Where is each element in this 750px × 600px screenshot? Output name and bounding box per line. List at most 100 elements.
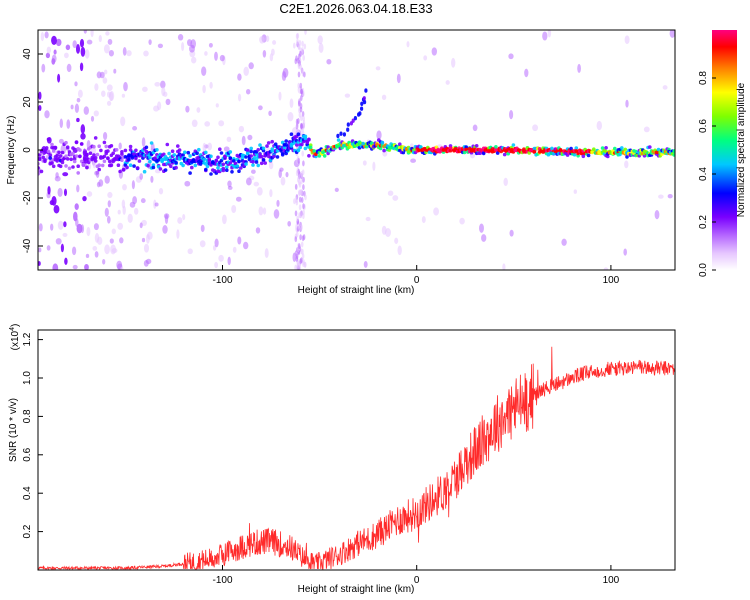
spectrogram-cell: [302, 184, 305, 191]
spectrogram-cell: [50, 161, 54, 165]
spectrogram-cell: [225, 165, 229, 169]
spectrogram-cell: [299, 82, 303, 89]
spectrogram-cell: [382, 148, 386, 153]
spectrogram-cell: [116, 163, 121, 167]
spectrogram-cell: [187, 39, 192, 47]
spectrogram-cell: [293, 198, 296, 205]
spectrogram-cell: [302, 120, 306, 126]
spectrogram-cell: [107, 215, 111, 224]
spectrogram-cell: [204, 150, 208, 155]
spectrogram-cell: [58, 164, 63, 169]
spectrogram-cell: [244, 155, 248, 159]
spectrogram-cell: [134, 156, 138, 161]
spectrogram-cell: [109, 90, 115, 101]
spectrogram-cell: [244, 162, 248, 166]
spectrogram-cell: [78, 154, 82, 159]
spectrogram-cell: [47, 185, 51, 195]
spectrogram-cell: [209, 172, 213, 176]
colorbar: 0.0 0.2 0.4 0.6 0.8 Normalized spectral ampl…: [698, 30, 747, 277]
spectrogram-cell: [302, 54, 306, 61]
spectrogram-cell: [90, 30, 94, 38]
spectrogram-cell: [301, 150, 305, 157]
spectrogram-cell: [239, 166, 243, 170]
spectrogram-cell: [60, 160, 65, 165]
spectrogram-cell: [106, 84, 113, 91]
spectrogram-cell: [74, 103, 80, 114]
spectrogram-cell: [433, 207, 440, 216]
spectrogram-cell: [297, 63, 301, 70]
spectrogram-cell: [494, 145, 498, 149]
spectrogram-cell: [54, 175, 61, 182]
spectrogram-cell: [561, 238, 567, 246]
spectrogram-cell: [62, 172, 69, 177]
spectrogram-cell: [184, 180, 191, 187]
spectrogram-cell: [65, 44, 71, 51]
spectrogram-cell: [503, 177, 508, 187]
spectrogram-cell: [216, 155, 220, 160]
spectrogram-cell: [65, 157, 70, 161]
spectrogram-cell: [334, 187, 339, 193]
spectrogram-cell: [57, 187, 63, 197]
snr-frame: [37, 329, 676, 571]
spectrogram-cell: [298, 111, 302, 118]
spectrogram-cell: [672, 149, 675, 154]
spectrogram-cell: [303, 146, 308, 151]
spectrogram-cell: [38, 156, 42, 161]
spectrogram-cell: [72, 159, 77, 164]
spectrogram-cell: [385, 228, 391, 237]
spectrogram-cell: [71, 246, 77, 256]
spectrogram-cell: [423, 55, 428, 61]
spectrogram-cell: [656, 147, 661, 152]
spectrogram-cell: [146, 163, 150, 168]
snr-series-line: [38, 346, 675, 570]
spectrogram-cell: [297, 44, 301, 50]
spectrogram-cell: [153, 156, 157, 160]
spectrogram-cell: [261, 158, 266, 162]
spectrogram-cell: [592, 147, 596, 151]
spectrogram-cell: [624, 160, 629, 169]
spectrogram-cell: [581, 154, 586, 159]
spectrogram-cell: [294, 58, 298, 65]
spectrogram-y-label: Frequency (Hz): [6, 116, 17, 185]
spectrogram-cell: [258, 143, 262, 147]
spectrogram-panel: -100 0 100 -40 -20 0 20 40 Height of straight …: [6, 29, 676, 296]
spectrogram-cell: [270, 139, 275, 144]
spectrogram-cell: [300, 241, 304, 248]
spectrogram-cell: [71, 151, 75, 156]
spectrogram-cell: [120, 150, 124, 154]
spectrogram-cell: [181, 153, 185, 157]
spectrogram-cell: [92, 161, 97, 169]
spectrogram-cell: [55, 153, 59, 158]
spectrogram-cell: [123, 81, 128, 92]
spectrogram-cell: [237, 73, 242, 81]
spectrogram-cell: [122, 184, 127, 191]
spectrogram-cell: [142, 86, 148, 92]
spectrogram-y-tick-label: 0: [22, 147, 33, 153]
spectrogram-cell: [228, 150, 233, 154]
spectrogram-cell: [71, 165, 75, 169]
spectrogram-cell: [46, 149, 51, 154]
spectrogram-cell: [223, 146, 230, 152]
spectrogram-cell: [227, 256, 231, 266]
snr-y-tick-label: 1.0: [22, 371, 33, 385]
spectrogram-cell: [218, 120, 225, 127]
spectrogram-cell: [164, 214, 169, 225]
spectrogram-cell: [76, 97, 81, 103]
spectrogram-cell: [303, 71, 306, 78]
spectrogram-cell: [107, 159, 112, 164]
spectrogram-cell: [307, 137, 311, 142]
spectrogram-cell: [169, 164, 173, 169]
spectrogram-cell: [445, 80, 450, 85]
spectrogram-cell: [165, 98, 171, 106]
spectrogram-cell: [46, 137, 51, 142]
spectrogram-cell: [237, 159, 241, 164]
spectrogram-cell: [451, 57, 456, 68]
spectrogram-cell: [103, 44, 110, 54]
spectrogram-cell: [93, 156, 98, 160]
spectrogram-cell: [69, 157, 73, 162]
spectrogram-cell: [79, 62, 84, 72]
spectrogram-cell: [502, 263, 506, 270]
spectrogram-cell: [376, 130, 382, 140]
spectrogram-cell: [38, 91, 42, 100]
spectrogram-cell: [65, 145, 70, 149]
